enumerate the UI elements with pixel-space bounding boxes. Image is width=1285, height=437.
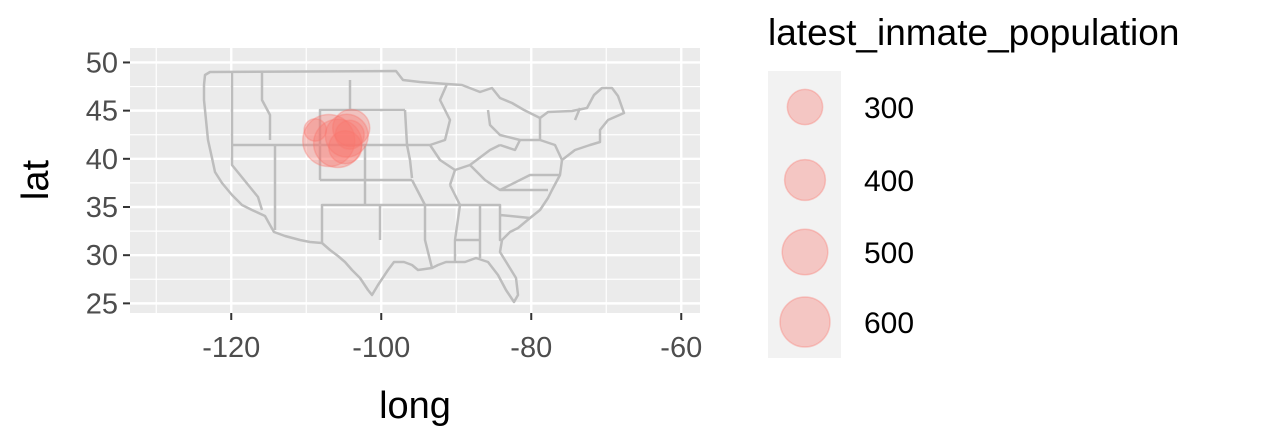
legend-label: 600 (864, 307, 914, 340)
data-point (312, 118, 363, 169)
legend-title: latest_inmate_population (768, 12, 1179, 53)
data-point (302, 113, 356, 168)
y-tick-label: 50 (86, 47, 118, 79)
us-outline (202, 69, 626, 304)
data-point (328, 130, 363, 165)
y-axis: 25 30 35 40 45 50 (86, 47, 130, 320)
y-axis-title: lat (15, 159, 57, 200)
x-tick-label: -60 (660, 332, 702, 364)
major-gridlines (130, 48, 700, 313)
x-axis: -120 -100 -80 -60 (202, 313, 702, 364)
legend: latest_inmate_population 300 400 500 600 (768, 12, 1179, 358)
data-point (331, 108, 371, 148)
legend-key (779, 296, 831, 348)
y-tick-label: 25 (86, 288, 118, 320)
legend-keys: 300 400 500 600 (779, 88, 914, 348)
legend-label: 300 (864, 92, 914, 125)
legend-key (781, 228, 829, 276)
data-point (324, 113, 369, 158)
data-point (303, 117, 328, 142)
x-axis-title: long (379, 385, 451, 427)
legend-label: 500 (864, 237, 914, 270)
minor-gridlines (130, 48, 700, 313)
legend-key (783, 158, 827, 202)
plot-panel (130, 48, 700, 313)
legend-key (786, 88, 824, 126)
x-tick-label: -120 (202, 332, 260, 364)
x-tick-label: -100 (352, 332, 410, 364)
y-tick-label: 40 (86, 144, 118, 176)
state-borders (230, 72, 582, 269)
us-states-basemap (202, 69, 626, 304)
data-points (302, 108, 371, 169)
y-tick-label: 30 (86, 240, 118, 272)
y-tick-label: 35 (86, 192, 118, 224)
data-point (334, 119, 365, 150)
y-tick-label: 45 (86, 96, 118, 128)
legend-label: 400 (864, 165, 914, 198)
x-tick-label: -80 (510, 332, 552, 364)
legend-key-background (768, 71, 841, 358)
